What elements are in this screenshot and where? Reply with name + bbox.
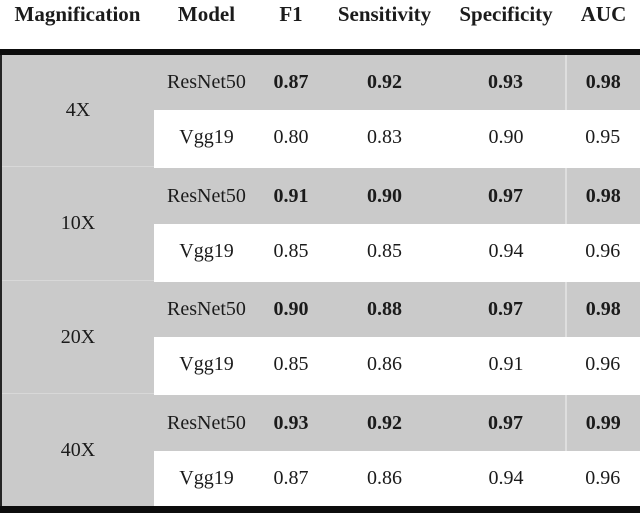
cell-specificity: 0.94 [446,223,566,281]
cell-f1: 0.93 [259,392,323,451]
col-header-sensitivity: Sensitivity [323,0,446,55]
cell-model: ResNet50 [154,52,259,111]
cell-auc: 0.96 [566,223,640,281]
table-row-20x-vgg19: Vgg19 0.85 0.86 0.91 0.96 [1,337,640,394]
cell-auc: 0.98 [565,278,640,338]
cell-auc: 0.95 [566,110,640,167]
cell-f1: 0.80 [259,110,323,167]
cell-magnification: 4X [0,52,154,167]
table-row-4x-vgg19: Vgg19 0.80 0.83 0.90 0.95 [1,110,640,167]
cell-specificity: 0.97 [446,165,566,224]
col-header-specificity: Specificity [446,0,566,55]
cell-magnification: 20X [0,279,154,394]
cell-model: Vgg19 [154,110,259,167]
cell-model: ResNet50 [154,278,259,338]
cell-specificity: 0.90 [446,110,566,167]
cell-specificity: 0.91 [446,337,566,394]
cell-sensitivity: 0.90 [323,165,446,224]
cell-sensitivity: 0.85 [323,223,446,281]
cell-sensitivity: 0.92 [323,392,446,451]
cell-f1: 0.85 [259,337,323,394]
cell-f1: 0.91 [259,165,323,224]
table-row-10x-resnet50: 10X ResNet50 0.91 0.90 0.97 0.98 [0,165,640,281]
cell-model: ResNet50 [154,165,259,224]
cell-specificity: 0.94 [446,450,566,510]
cell-auc: 0.98 [565,52,640,111]
cell-f1: 0.87 [259,52,323,111]
table-row-40x-vgg19: Vgg19 0.87 0.86 0.94 0.96 [1,450,640,510]
cell-auc: 0.96 [566,337,640,394]
cell-f1: 0.87 [259,450,323,510]
cell-f1: 0.85 [259,223,323,281]
cell-auc: 0.99 [565,392,640,451]
cell-sensitivity: 0.83 [323,110,446,167]
cell-auc: 0.98 [565,165,640,224]
table-row-4x-resnet50: 4X ResNet50 0.87 0.92 0.93 0.98 [0,52,640,167]
cell-magnification: 40X [0,393,154,510]
cell-model: Vgg19 [154,337,259,394]
table-row-10x-vgg19: Vgg19 0.85 0.85 0.94 0.96 [1,223,640,281]
col-header-model: Model [154,0,259,55]
cell-f1: 0.90 [259,278,323,338]
cell-model: Vgg19 [154,223,259,281]
cell-sensitivity: 0.86 [323,450,446,510]
cell-model: Vgg19 [154,450,259,510]
col-header-auc: AUC [566,0,640,55]
col-header-magnification: Magnification [1,0,154,55]
cell-specificity: 0.93 [446,52,566,111]
cell-sensitivity: 0.92 [323,52,446,111]
header-row: Magnification Model F1 Sensitivity Speci… [1,0,640,55]
cell-auc: 0.96 [566,450,640,510]
cell-sensitivity: 0.88 [323,278,446,338]
cell-specificity: 0.97 [446,278,566,338]
cell-sensitivity: 0.86 [323,337,446,394]
cell-model: ResNet50 [154,392,259,451]
table-row-20x-resnet50: 20X ResNet50 0.90 0.88 0.97 0.98 [0,278,640,394]
cell-magnification: 10X [0,166,154,281]
col-header-f1: F1 [259,0,323,55]
table-row-40x-resnet50: 40X ResNet50 0.93 0.92 0.97 0.99 [0,392,640,510]
cell-specificity: 0.97 [446,392,566,451]
